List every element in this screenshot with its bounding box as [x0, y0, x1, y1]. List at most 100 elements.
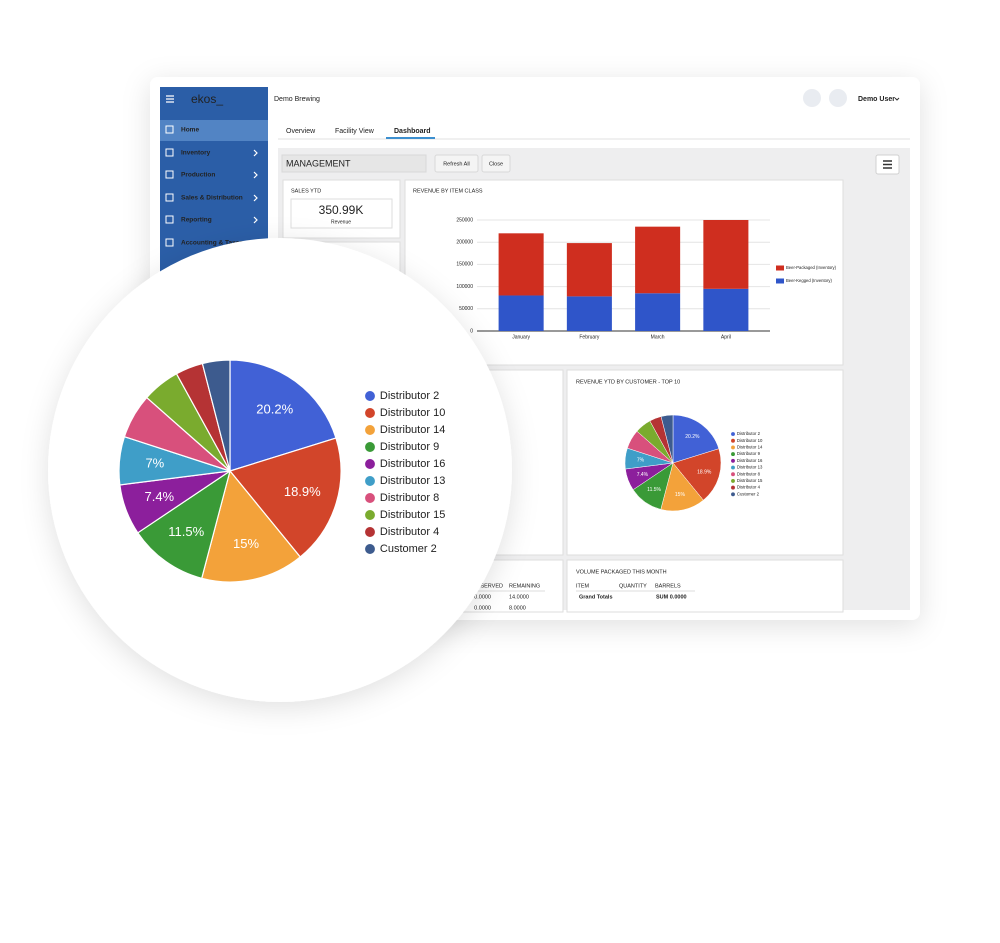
tab[interactable]: Facility View — [335, 128, 375, 135]
legend-label: Distributor 16 — [380, 458, 445, 470]
close-button[interactable] — [481, 154, 511, 173]
caret — [894, 97, 900, 101]
legend-label: Distributor 4 — [737, 485, 761, 490]
pie-slice — [672, 414, 720, 464]
legend-swatch — [731, 445, 735, 450]
menu-icon[interactable] — [166, 95, 174, 103]
card-title: SALES YTD — [291, 188, 321, 194]
legend-swatch — [731, 492, 735, 497]
bar — [566, 243, 612, 297]
slice-label: 20.2% — [685, 434, 700, 440]
y-tick-label: 150000 — [456, 262, 473, 268]
chart-title: REVENUE BY ITEM CLASS — [413, 188, 483, 194]
legend-label: Beer-Kegged (Inventory) — [786, 278, 832, 283]
slice-label: 7.4% — [144, 489, 174, 504]
slice-label: 7% — [637, 457, 645, 463]
tab-underline — [386, 137, 435, 139]
pie-slice — [200, 469, 302, 583]
slice-label: 20.2% — [256, 402, 293, 417]
column-header: REMAINING — [509, 583, 540, 589]
chart-title: REVENUE YTD BY CUSTOMER - TOP 10 — [576, 379, 680, 385]
legend-swatch — [365, 527, 375, 537]
legend-label: Distributor 13 — [380, 475, 445, 487]
legend-label: Distributor 10 — [737, 438, 763, 443]
legend-label: Distributor 9 — [380, 441, 439, 453]
nav-icons — [165, 125, 174, 247]
options-icon — [883, 160, 892, 169]
legend-label: Distributor 8 — [380, 492, 439, 504]
pie-slice — [229, 359, 337, 472]
slice-label: 15% — [233, 536, 259, 551]
kpi-value: 350.99K — [319, 203, 364, 217]
legend-label: Customer 2 — [737, 491, 760, 496]
legend-swatch — [731, 458, 735, 463]
slice-label: 11.5% — [647, 487, 661, 493]
kpi-label: Revenue — [331, 219, 351, 225]
zoom-view: 20.2% Distributor 2 18.9% Distributor 10 15%… — [48, 238, 512, 702]
cell: Grand Totals — [579, 594, 613, 600]
logo: ekos_ — [191, 92, 223, 106]
dashboard-name: MANAGEMENT — [286, 158, 351, 168]
legend-label: Distributor 9 — [737, 451, 761, 456]
legend-swatch — [776, 278, 784, 284]
history-button[interactable] — [829, 89, 847, 107]
card-title: VOLUME PACKAGED THIS MONTH — [576, 569, 667, 575]
nav-item[interactable]: Home — [181, 127, 199, 134]
cell: 0.0000 — [474, 594, 491, 600]
legend-swatch — [776, 265, 784, 271]
bar — [498, 233, 544, 296]
nav-item[interactable]: Production — [181, 172, 215, 179]
legend-label: Customer 2 — [380, 543, 437, 555]
legend-swatch — [365, 459, 375, 469]
y-tick-label: 250000 — [456, 217, 473, 223]
legend-swatch — [731, 465, 735, 470]
tab[interactable]: Dashboard — [394, 128, 431, 135]
slice-label: 7% — [145, 455, 164, 470]
legend-swatch — [365, 544, 375, 554]
name-box[interactable] — [281, 154, 427, 173]
x-tick-label: March — [651, 334, 665, 340]
legend-label: Distributor 8 — [737, 471, 761, 476]
cell: 8.0000 — [509, 605, 526, 611]
cell: 0.0000 — [474, 605, 491, 611]
legend-swatch — [731, 438, 735, 443]
y-tick-label: 50000 — [459, 306, 473, 312]
bar — [703, 220, 749, 289]
nav-item[interactable]: Accounting & Taxes — [181, 240, 243, 247]
bar — [498, 295, 544, 331]
nav-item[interactable]: Inventory — [181, 150, 211, 157]
y-tick-label: 100000 — [456, 284, 473, 290]
nav-item[interactable]: Sales & Distribution — [181, 195, 243, 202]
legend-swatch — [731, 472, 735, 477]
cell: 14.0000 — [509, 594, 529, 600]
x-tick-label: April — [721, 334, 731, 340]
pie-slice — [136, 469, 231, 580]
chevrons — [253, 149, 258, 224]
legend-label: Distributor 14 — [380, 424, 445, 436]
legend-swatch — [365, 476, 375, 486]
y-tick-label: 0 — [470, 328, 473, 334]
nav-item[interactable]: Reporting — [181, 217, 212, 224]
user: Demo User — [858, 96, 895, 103]
apps-button[interactable] — [803, 89, 821, 107]
legend-label: Distributor 2 — [737, 431, 761, 436]
legend-swatch — [731, 478, 735, 483]
legend-label: Distributor 2 — [380, 390, 439, 402]
x-tick-label: January — [512, 334, 530, 340]
refresh-button[interactable] — [434, 154, 479, 173]
column-header: BARRELS — [655, 583, 681, 589]
slice-label: 18.9% — [284, 484, 321, 499]
legend-label: Distributor 10 — [380, 407, 445, 419]
button-label: Refresh All — [443, 161, 470, 167]
bar — [635, 293, 681, 331]
cell: SUM 0.0000 — [656, 594, 687, 600]
slice-label: 18.9% — [697, 470, 712, 476]
legend-swatch — [365, 510, 375, 520]
legend-swatch — [731, 432, 735, 436]
slice-label: 15% — [675, 492, 686, 498]
y-tick-label: 200000 — [456, 240, 473, 246]
legend-swatch — [731, 452, 735, 457]
legend-label: Distributor 13 — [737, 465, 763, 470]
tab[interactable]: Overview — [286, 128, 316, 135]
